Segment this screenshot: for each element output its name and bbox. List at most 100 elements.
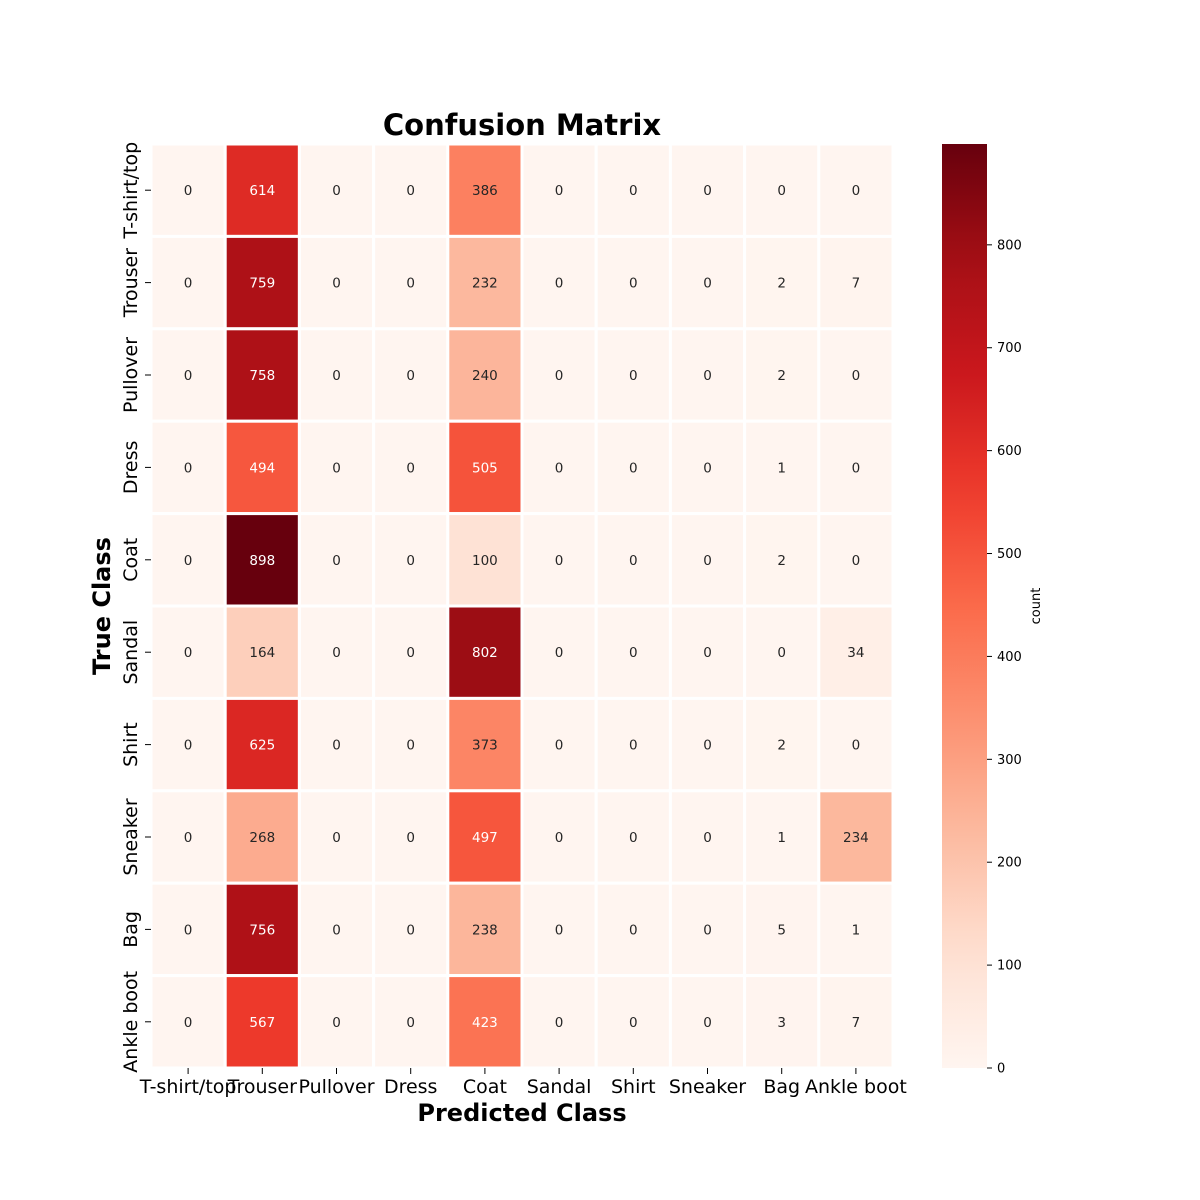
heatmap-cell: [520, 696, 598, 793]
cell-value-label: 0: [332, 830, 341, 846]
heatmap-cell: [817, 789, 895, 885]
heatmap-cell: [743, 512, 821, 608]
x-tick-label: Ankle boot: [805, 1076, 907, 1098]
cell-value-label: 756: [249, 922, 275, 938]
cell-value-label: 0: [332, 738, 341, 754]
y-tick-label: Pullover: [120, 337, 142, 413]
cell-value-label: 0: [852, 553, 861, 569]
heatmap-cell: [297, 604, 376, 700]
colorbar-tick-label: 300: [997, 753, 1022, 768]
cell-value-label: 3: [777, 1015, 786, 1031]
heatmap-cell: [594, 696, 672, 793]
cell-value-label: 0: [406, 738, 415, 754]
cell-value-label: 423: [472, 1015, 498, 1031]
y-tick-label: T-shirt/top: [120, 142, 142, 240]
cell-value-label: 1: [777, 460, 786, 476]
colorbar-tick-label: 200: [997, 856, 1022, 871]
heatmap-cell: [372, 604, 450, 700]
x-tick-label: T-shirt/top: [139, 1076, 237, 1098]
colorbar: 0 100 200 300 400 500 600 700 800 count: [942, 144, 1044, 1077]
cell-value-label: 0: [703, 368, 712, 384]
cell-value-label: 100: [472, 553, 498, 569]
cell-value-label: 0: [703, 553, 712, 569]
cell-value-label: 0: [629, 922, 638, 938]
cell-value-label: 0: [184, 830, 193, 846]
cell-value-label: 0: [703, 830, 712, 846]
cell-value-label: 0: [777, 183, 786, 199]
heatmap-cell: [817, 974, 895, 1070]
cell-value-label: 0: [703, 922, 712, 938]
cell-value-label: 0: [184, 553, 193, 569]
x-tick-label: Coat: [463, 1076, 507, 1098]
cell-value-label: 1: [777, 830, 786, 846]
cell-value-label: 7: [852, 276, 861, 292]
cell-value-label: 0: [703, 738, 712, 754]
heatmap-cell: [817, 142, 895, 238]
heatmap-cell: [668, 974, 747, 1070]
y-tick-label: Ankle boot: [120, 971, 142, 1073]
colorbar-tick-label: 0: [997, 1062, 1005, 1077]
x-tick-label: Sneaker: [669, 1076, 746, 1098]
cell-value-label: 0: [555, 183, 564, 199]
heatmap-cell: [668, 789, 747, 885]
cell-value-label: 0: [555, 1015, 564, 1031]
cell-value-label: 0: [852, 183, 861, 199]
colorbar-tick-label: 600: [997, 444, 1022, 459]
heatmap-cell: [223, 512, 301, 608]
cell-value-label: 0: [629, 1015, 638, 1031]
x-tick-label: Trouser: [227, 1076, 297, 1098]
heatmap-cell: [446, 604, 524, 700]
cell-value-label: 0: [555, 368, 564, 384]
x-tick-label: Sandal: [527, 1076, 592, 1098]
cell-value-label: 0: [332, 460, 341, 476]
heatmap-cell: [743, 881, 821, 978]
cell-value-label: 0: [629, 645, 638, 661]
cell-value-label: 0: [184, 738, 193, 754]
heatmap-cell: [520, 604, 598, 700]
cell-value-label: 0: [184, 645, 193, 661]
cell-value-label: 0: [555, 738, 564, 754]
cell-value-label: 0: [555, 276, 564, 292]
colorbar-tick-label: 100: [997, 959, 1022, 974]
cell-value-label: 234: [843, 830, 869, 846]
cell-value-label: 164: [249, 645, 275, 661]
cell-value-label: 0: [184, 368, 193, 384]
heatmap-cell: [743, 234, 821, 331]
heatmap-cell: [520, 234, 598, 331]
cell-value-label: 0: [406, 460, 415, 476]
cell-value-label: 2: [777, 738, 786, 754]
cell-value-label: 0: [852, 368, 861, 384]
heatmap-cell: [594, 234, 672, 331]
cell-value-label: 505: [472, 460, 498, 476]
cell-value-label: 0: [406, 276, 415, 292]
heatmap-cell: [149, 419, 227, 516]
heatmap-cell: [594, 881, 672, 978]
heatmap-cell: [594, 974, 672, 1070]
cell-value-label: 240: [472, 368, 498, 384]
heatmap-cell: [668, 696, 747, 793]
heatmap-cell: [446, 974, 524, 1070]
cell-value-label: 0: [406, 830, 415, 846]
heatmap-cell: [149, 604, 227, 700]
cell-value-label: 0: [703, 1015, 712, 1031]
cell-value-label: 7: [852, 1015, 861, 1031]
cell-value-label: 0: [406, 368, 415, 384]
cell-value-label: 0: [703, 183, 712, 199]
cell-value-label: 494: [249, 460, 275, 476]
heatmap-cell: [743, 327, 821, 423]
cell-value-label: 386: [472, 183, 498, 199]
cell-value-label: 0: [555, 553, 564, 569]
heatmap-cell: [149, 696, 227, 793]
chart-title: Confusion Matrix: [383, 108, 662, 142]
cell-value-label: 0: [703, 276, 712, 292]
heatmap-cell: [223, 327, 301, 423]
cell-value-label: 238: [472, 922, 498, 938]
heatmap-cell: [817, 512, 895, 608]
cell-value-label: 0: [703, 645, 712, 661]
heatmap-cell: [372, 696, 450, 793]
cell-value-label: 0: [184, 1015, 193, 1031]
cell-value-label: 567: [249, 1015, 275, 1031]
cell-value-label: 898: [249, 553, 275, 569]
cell-value-label: 759: [249, 276, 275, 292]
